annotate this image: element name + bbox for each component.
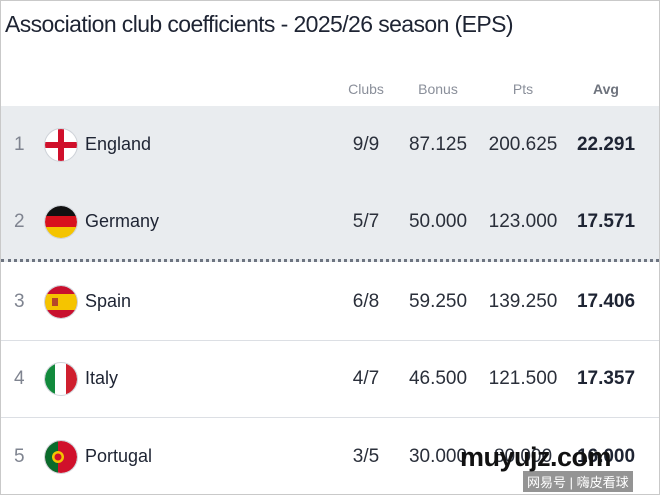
flag-icon <box>44 205 78 239</box>
average: 22.291 <box>576 134 636 155</box>
average: 17.406 <box>576 291 636 312</box>
watermark-source: 网易号 | 嗨皮看球 <box>523 471 633 492</box>
clubs: 3/5 <box>352 446 380 467</box>
flag-icon <box>44 128 78 162</box>
country-name: England <box>85 134 152 154</box>
table-row: 1 England 9/9 87.125 200.625 22.291 <box>1 106 659 184</box>
points: 200.625 <box>488 134 558 155</box>
clubs: 5/7 <box>352 211 380 232</box>
average: 16.000 <box>576 446 636 467</box>
clubs: 4/7 <box>352 368 380 389</box>
table-row: 4 Italy 4/7 46.500 121.500 17.357 <box>1 340 659 418</box>
table-row: 5 Portugal 3/5 30.000 80.000 16.000 <box>1 418 659 494</box>
column-header: Avg <box>593 81 619 97</box>
country-name: Germany <box>85 211 160 231</box>
table-row: 3 Spain 6/8 59.250 139.250 17.406 <box>1 263 659 341</box>
country-name: Italy <box>85 368 119 388</box>
rank: 4 <box>14 368 25 389</box>
rank: 3 <box>14 291 25 312</box>
column-header: Clubs <box>348 81 384 97</box>
points: 80.000 <box>493 446 553 467</box>
table-row: 2 Germany 5/7 50.000 123.000 17.571 <box>1 183 659 262</box>
country-name: Spain <box>85 291 132 311</box>
watermark: muyujz.com <box>460 442 612 472</box>
bonus: 30.000 <box>408 446 468 467</box>
points: 139.250 <box>488 291 558 312</box>
points: 123.000 <box>488 211 558 232</box>
flag-icon <box>44 440 78 474</box>
points: 121.500 <box>488 368 558 389</box>
flag-icon <box>44 362 78 396</box>
average: 17.357 <box>576 368 636 389</box>
title: Association club coefficients - 2025/26 … <box>5 11 514 37</box>
clubs: 9/9 <box>352 134 380 155</box>
clubs: 6/8 <box>352 291 380 312</box>
rank: 5 <box>14 446 25 467</box>
rank: 2 <box>14 211 25 232</box>
bonus: 50.000 <box>408 211 468 232</box>
country-name: Portugal <box>85 446 153 466</box>
column-header: Bonus <box>418 81 458 97</box>
average: 17.571 <box>576 211 636 232</box>
bonus: 46.500 <box>408 368 468 389</box>
bonus: 87.125 <box>408 134 468 155</box>
rank: 1 <box>14 134 25 155</box>
flag-icon <box>44 285 78 319</box>
column-header: Pts <box>512 81 534 97</box>
bonus: 59.250 <box>408 291 468 312</box>
